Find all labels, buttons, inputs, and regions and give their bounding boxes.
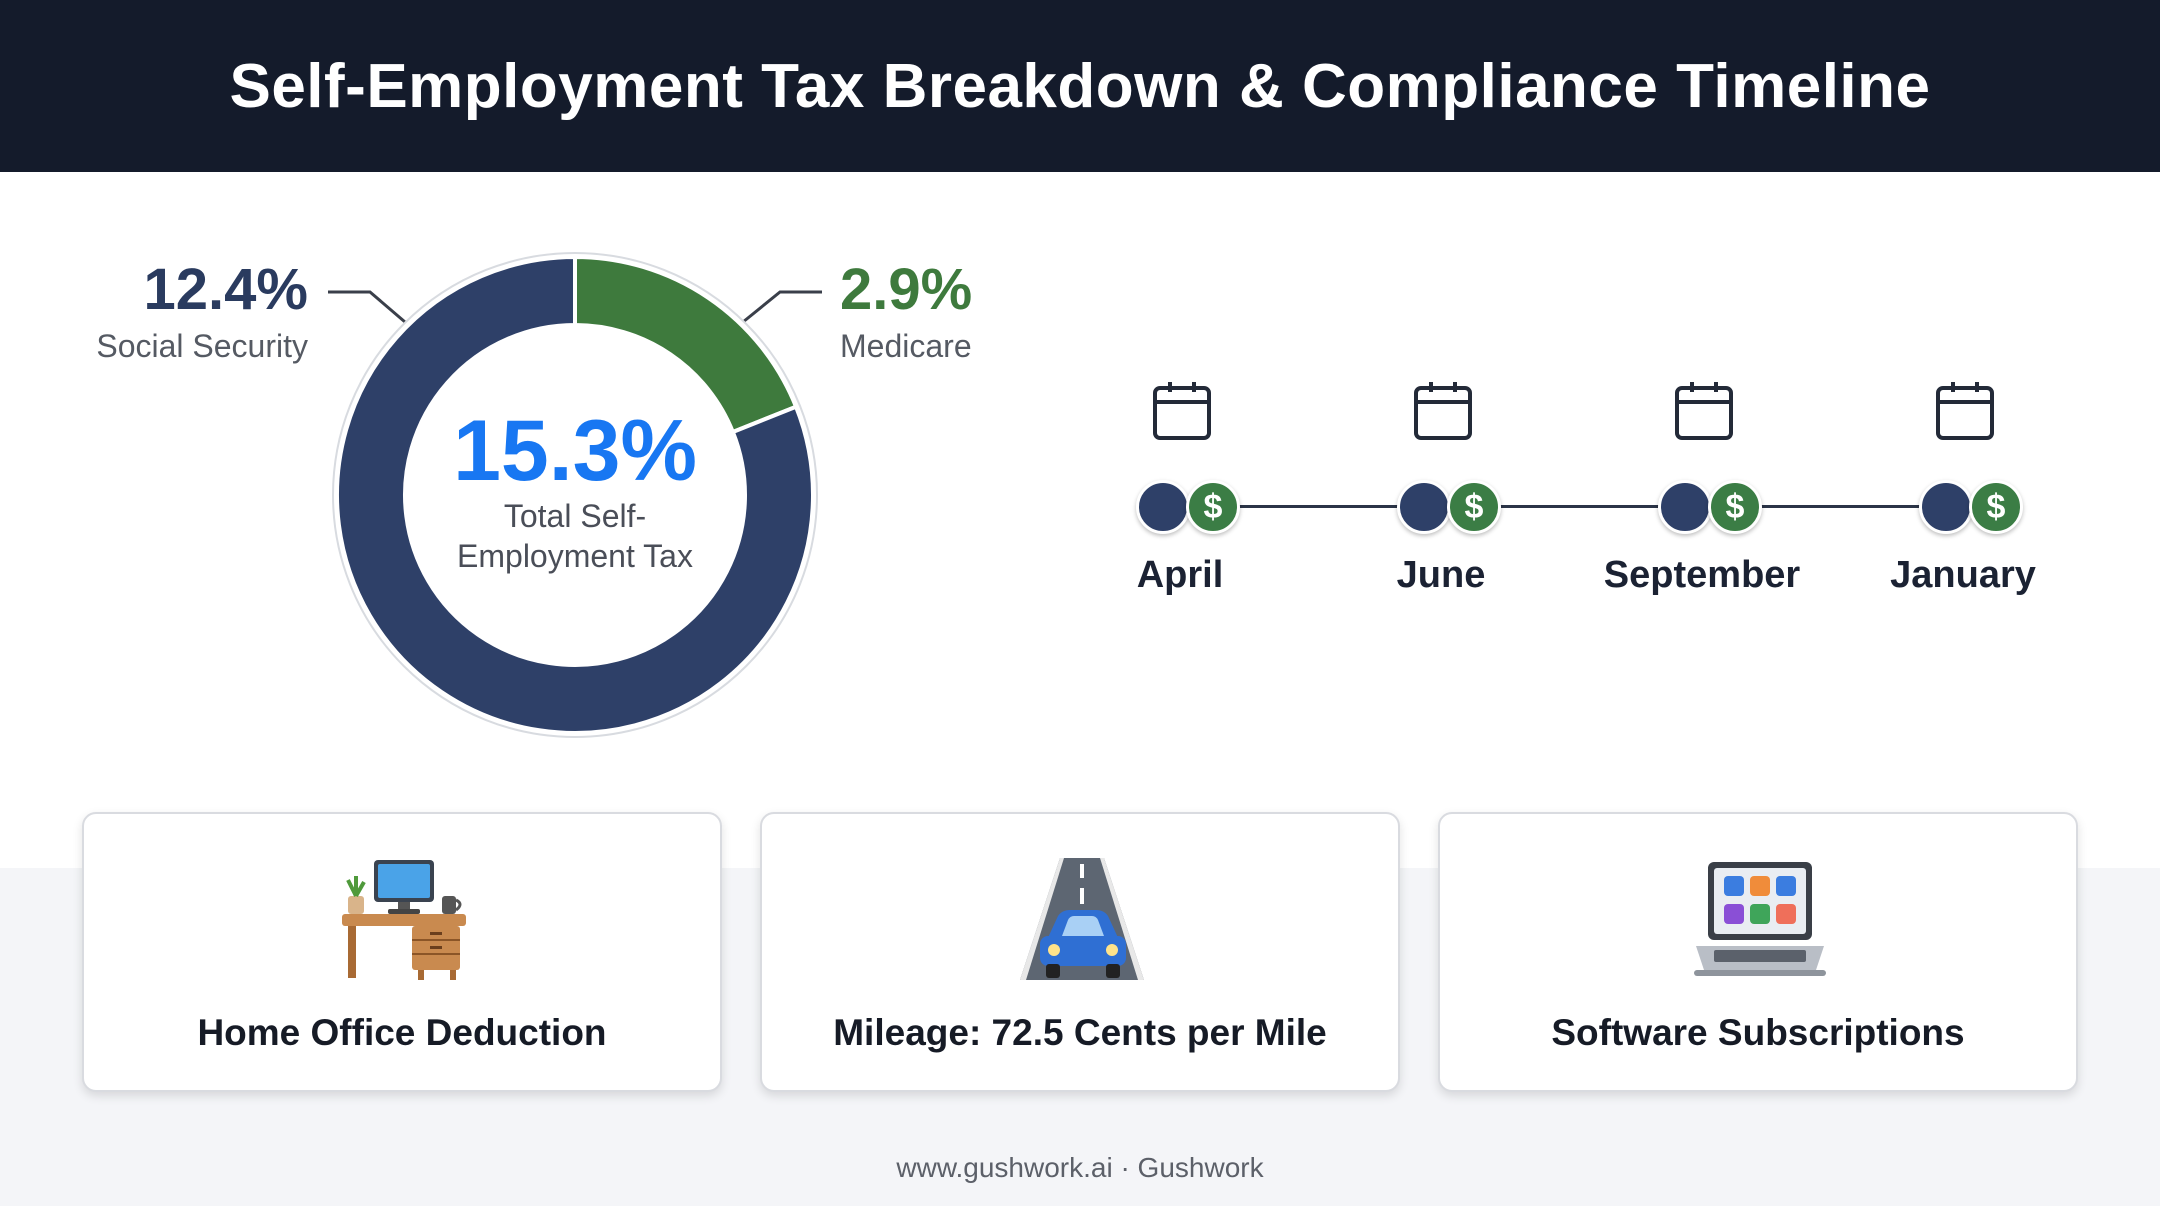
dollar-icon: $: [1186, 480, 1240, 534]
timeline-dot: [1136, 480, 1190, 534]
timeline-label: January: [1890, 554, 2036, 596]
timeline-item-april: $ April: [1100, 380, 1260, 620]
social-security-label: Social Security: [96, 328, 308, 364]
timeline-label: April: [1136, 554, 1224, 596]
calendar-icon: [1153, 382, 1211, 440]
donut-slice-social-security: [335, 254, 815, 735]
page-title: Self-Employment Tax Breakdown & Complian…: [229, 51, 1931, 121]
card-software: Software Subscriptions: [1438, 812, 2078, 1092]
medicare-percent: 2.9%: [840, 257, 973, 322]
dollar-icon: $: [1969, 480, 2023, 534]
timeline-dot: [1658, 480, 1712, 534]
timeline-dot: [1397, 480, 1451, 534]
calendar-icon: [1936, 382, 1994, 440]
dollar-icon: $: [1447, 480, 1501, 534]
footer-text: www.gushwork.ai · Gushwork: [896, 1152, 1264, 1183]
timeline-item-january: $ January: [1883, 380, 2043, 620]
medicare-leader: [742, 290, 822, 324]
road-car-icon: [1020, 858, 1144, 980]
donut-hole: [407, 327, 743, 663]
donut-chart: 15.3% Total Self-Employment Tax: [330, 250, 820, 740]
donut-center-label: Total Self-Employment Tax: [457, 498, 693, 574]
card-title: Mileage: 72.5 Cents per Mile: [833, 1012, 1327, 1053]
card-title: Software Subscriptions: [1551, 1012, 1965, 1053]
donut-center-value: 15.3%: [453, 403, 697, 499]
timeline-label: June: [1396, 554, 1486, 596]
timeline-label: September: [1603, 554, 1801, 596]
card-mileage: Mileage: 72.5 Cents per Mile: [760, 812, 1400, 1092]
social-security-percent: 12.4%: [143, 257, 308, 322]
medicare-label: Medicare: [840, 328, 972, 364]
timeline-line: [1160, 505, 1940, 508]
compliance-timeline: $ April $ June $ September: [1100, 380, 2060, 620]
donut-svg: [332, 252, 818, 738]
desk-computer-icon: [342, 860, 466, 980]
timeline-item-september: $ September: [1604, 380, 1800, 620]
card-title: Home Office Deduction: [197, 1012, 607, 1053]
calendar-icon: [1414, 382, 1472, 440]
card-home-office: Home Office Deduction: [82, 812, 722, 1092]
laptop-apps-icon: [1694, 862, 1826, 976]
dollar-icon: $: [1708, 480, 1762, 534]
timeline-dot: [1919, 480, 1973, 534]
header-bar: Self-Employment Tax Breakdown & Complian…: [0, 0, 2160, 172]
calendar-icon: [1675, 382, 1733, 440]
social-security-leader: [328, 290, 406, 324]
timeline-item-june: $ June: [1361, 380, 1521, 620]
